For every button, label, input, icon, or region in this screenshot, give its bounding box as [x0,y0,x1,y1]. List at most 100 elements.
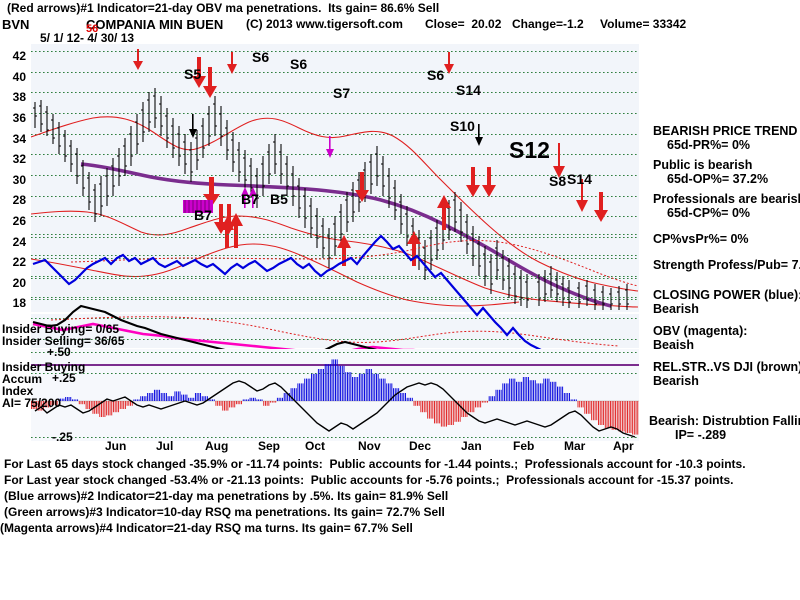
accum-bar [112,401,114,413]
accum-bar [87,401,89,409]
accum-bar [157,389,159,401]
accum-bar [570,399,572,401]
accum-bar [446,401,447,427]
accum-bar [75,399,77,401]
accum-bar [135,399,137,401]
accum-bar [51,401,53,405]
signal-label-s14-b: S14 [567,171,592,187]
accum-bar [331,359,333,401]
company-name: COMPANIA MIN BUEN [86,17,224,32]
y-axis-label-18: 18 [12,296,26,310]
accum-bar [46,401,48,408]
accum-bar [201,396,203,401]
accum-bar [114,401,116,413]
accum-bar [469,401,471,413]
accum-bar [307,378,309,401]
professional-sentiment-title: Professionals are bearish [653,192,800,206]
accum-bar [410,397,412,401]
accum-bar [169,396,171,401]
accum-bar [408,397,410,401]
accum-bar [78,401,80,405]
accum-bar [145,396,147,401]
accum-bar [500,389,502,401]
accum-bar [627,401,628,433]
accum-bar [282,397,283,401]
accum-bar [148,393,150,401]
accum-bar [461,401,463,417]
signal-label-s12: S12 [509,137,550,163]
accum-bar [37,401,39,411]
accum-bar [319,369,321,401]
accum-bar [432,401,434,419]
obv-title: OBV (magenta): [653,324,748,338]
price-chart-panel[interactable]: S5 S6 S6 S7 S6 S14 S10 S12 S8 S14 B7 B7 … [31,44,639,312]
accum-bar [427,401,429,419]
accum-bar [618,401,620,432]
accum-bar [442,401,444,427]
accum-bar [360,373,362,401]
accum-bar [249,397,251,401]
accum-bar [304,378,306,401]
accum-bar [396,388,398,401]
accum-bar [451,401,453,425]
accum-bar [49,401,51,408]
accum-bar [466,401,468,417]
magenta-arrow [326,136,334,158]
accum-bar [97,401,99,414]
sell-arrow [576,179,588,212]
accum-bar [514,378,516,401]
accum-bar [261,399,263,401]
accum-bar [620,401,622,432]
accum-bar [596,401,598,421]
sell-arrow [227,52,237,74]
accum-bar [423,401,425,413]
accum-bar [375,373,377,401]
accum-bar [370,369,372,401]
accum-bar [428,401,430,419]
accum-bar [82,401,84,405]
accum-bar [454,401,456,422]
accum-bar [41,401,43,411]
accum-bar [464,401,466,417]
strength-profess-pub: Strength Profess/Pub= 7.2 [653,258,800,272]
accum-bar [529,380,531,401]
accum-bar [323,369,324,401]
accum-bar [621,401,623,432]
accum-bar [538,383,540,401]
accum-bar [242,399,244,401]
accum-bar [543,378,545,401]
accum-bar [374,373,376,401]
accum-bar [34,401,36,409]
accum-bar [90,401,92,409]
accum-bar [54,401,56,405]
accum-bar [181,394,183,401]
accum-bar [592,401,594,421]
accum-bar [613,401,615,430]
accum-bar [574,399,576,401]
accum-bar [487,401,488,403]
accum-bar [444,401,446,427]
accum-bar [68,397,70,401]
accum-bar [372,373,374,401]
accum-bar [203,396,205,401]
accum-bar [387,383,389,401]
accum-bar [632,401,634,435]
accumulation-index-panel[interactable] [31,349,639,441]
accum-smoothing-line [34,380,636,438]
accum-bar [567,393,569,401]
accum-bar [422,401,424,413]
accum-bar [580,401,582,408]
accum-bar [599,401,601,425]
insider-selling-count: Insider Selling= 36/65 [2,334,125,348]
accum-bar [434,401,435,424]
accum-index-label-line1: Insider Buying [2,360,86,374]
accum-bar [131,401,133,406]
accum-bar [196,393,198,401]
accum-bar [275,401,277,403]
accum-bar [63,398,65,401]
accum-bar [630,401,632,433]
accum-bar [223,401,225,411]
accum-bar [253,397,254,401]
accum-bar [136,399,138,401]
accum-bar [512,378,514,401]
